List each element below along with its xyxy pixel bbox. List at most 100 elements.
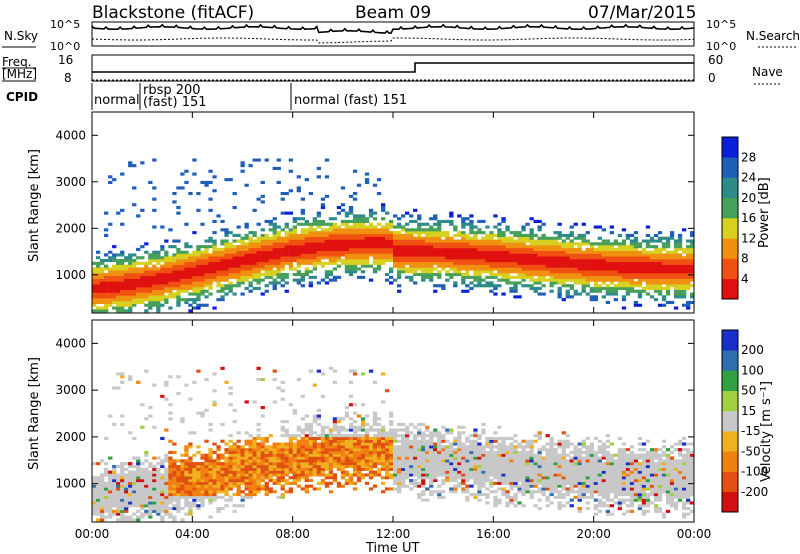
velocity-cell: [364, 462, 370, 466]
velocity-cell: [100, 498, 105, 502]
power-cell: [405, 233, 410, 237]
power-cell: [128, 161, 133, 165]
velocity-cell: [340, 476, 346, 480]
power-cell: [308, 225, 313, 229]
power-cell: [597, 261, 602, 265]
power-cell: [160, 281, 165, 285]
power-cell: [485, 253, 490, 257]
velocity-cell: [284, 431, 289, 435]
power-cell: [553, 239, 558, 243]
power-cell: [348, 247, 354, 251]
velocity-cell: [356, 465, 362, 469]
power-cell: [553, 270, 558, 274]
velocity-cell: [120, 422, 125, 426]
velocity-cell: [132, 518, 137, 522]
velocity-cell: [445, 439, 450, 443]
power-cell: [677, 247, 683, 251]
power-cell: [112, 259, 117, 263]
power-cell: [585, 256, 590, 260]
velocity-cell: [168, 487, 173, 491]
velocity-cell: [140, 501, 145, 505]
power-cell: [328, 231, 334, 235]
power-cell: [577, 242, 582, 246]
velocity-cell: [328, 456, 334, 460]
power-cell: [501, 267, 506, 271]
power-cell: [509, 286, 514, 290]
velocity-cell: [320, 473, 326, 477]
power-cell: [312, 242, 317, 246]
power-cell: [104, 211, 109, 215]
power-cell: [633, 273, 639, 277]
power-cell: [409, 253, 414, 257]
velocity-cell: [328, 439, 334, 443]
power-cell: [645, 259, 651, 263]
power-cell: [268, 222, 273, 226]
power-cell: [565, 295, 570, 299]
velocity-cell: [100, 495, 105, 499]
power-cell: [389, 231, 394, 235]
velocity-cell: [240, 465, 245, 469]
velocity-cell: [485, 495, 490, 499]
power-cell: [200, 292, 205, 296]
power-cell: [292, 225, 297, 229]
power-cell: [196, 284, 201, 288]
power-cell: [164, 275, 169, 279]
power-cell: [156, 303, 161, 307]
velocity-cell: [356, 470, 362, 474]
power-cell: [477, 242, 482, 246]
velocity-cell: [324, 465, 330, 469]
velocity-cell: [316, 453, 321, 457]
velocity-cell: [304, 459, 309, 463]
power-cell: [332, 275, 338, 279]
power-cell: [272, 217, 277, 221]
power-cell: [413, 236, 418, 240]
velocity-cell: [272, 369, 277, 373]
velocity-cell: [288, 459, 293, 463]
power-cell: [577, 261, 582, 265]
power-cell: [316, 236, 321, 240]
power-cell: [152, 284, 157, 288]
velocity-cell: [120, 481, 125, 485]
power-cell: [433, 247, 438, 251]
velocity-cell: [292, 473, 297, 477]
velocity-cell: [421, 434, 426, 438]
power-cell: [661, 281, 667, 285]
power-cell: [284, 222, 289, 226]
power-cell: [409, 270, 414, 274]
power-cell: [172, 192, 177, 196]
power-cell: [501, 270, 506, 274]
velocity-cell: [296, 476, 301, 480]
power-cell: [204, 303, 209, 307]
power-cell: [372, 233, 378, 237]
velocity-cell: [385, 467, 390, 471]
power-cell: [485, 261, 490, 265]
velocity-cell: [425, 459, 430, 463]
velocity-cell: [344, 481, 350, 485]
power-cell: [220, 253, 225, 257]
power-cell: [272, 247, 277, 251]
power-cell: [376, 233, 382, 237]
velocity-cell: [368, 428, 374, 432]
power-cell: [625, 284, 631, 288]
power-cell: [521, 245, 526, 249]
power-cell: [573, 242, 578, 246]
power-cell: [284, 275, 289, 279]
velocity-cell: [152, 484, 157, 488]
power-cell: [172, 275, 177, 279]
power-cell: [449, 264, 454, 268]
power-cell: [593, 281, 598, 285]
power-cell: [609, 261, 614, 265]
power-cell: [268, 228, 273, 232]
velocity-cell: [348, 403, 354, 407]
power-cell: [601, 273, 606, 277]
velocity-cell: [236, 439, 241, 443]
power-cell: [364, 236, 370, 240]
velocity-cell: [348, 394, 354, 398]
power-cell: [629, 267, 635, 271]
velocity-cell: [441, 439, 446, 443]
power-cell: [244, 236, 249, 240]
velocity-cell: [368, 462, 374, 466]
power-cell: [485, 239, 490, 243]
power-cell: [653, 289, 659, 293]
power-cell: [280, 250, 285, 254]
